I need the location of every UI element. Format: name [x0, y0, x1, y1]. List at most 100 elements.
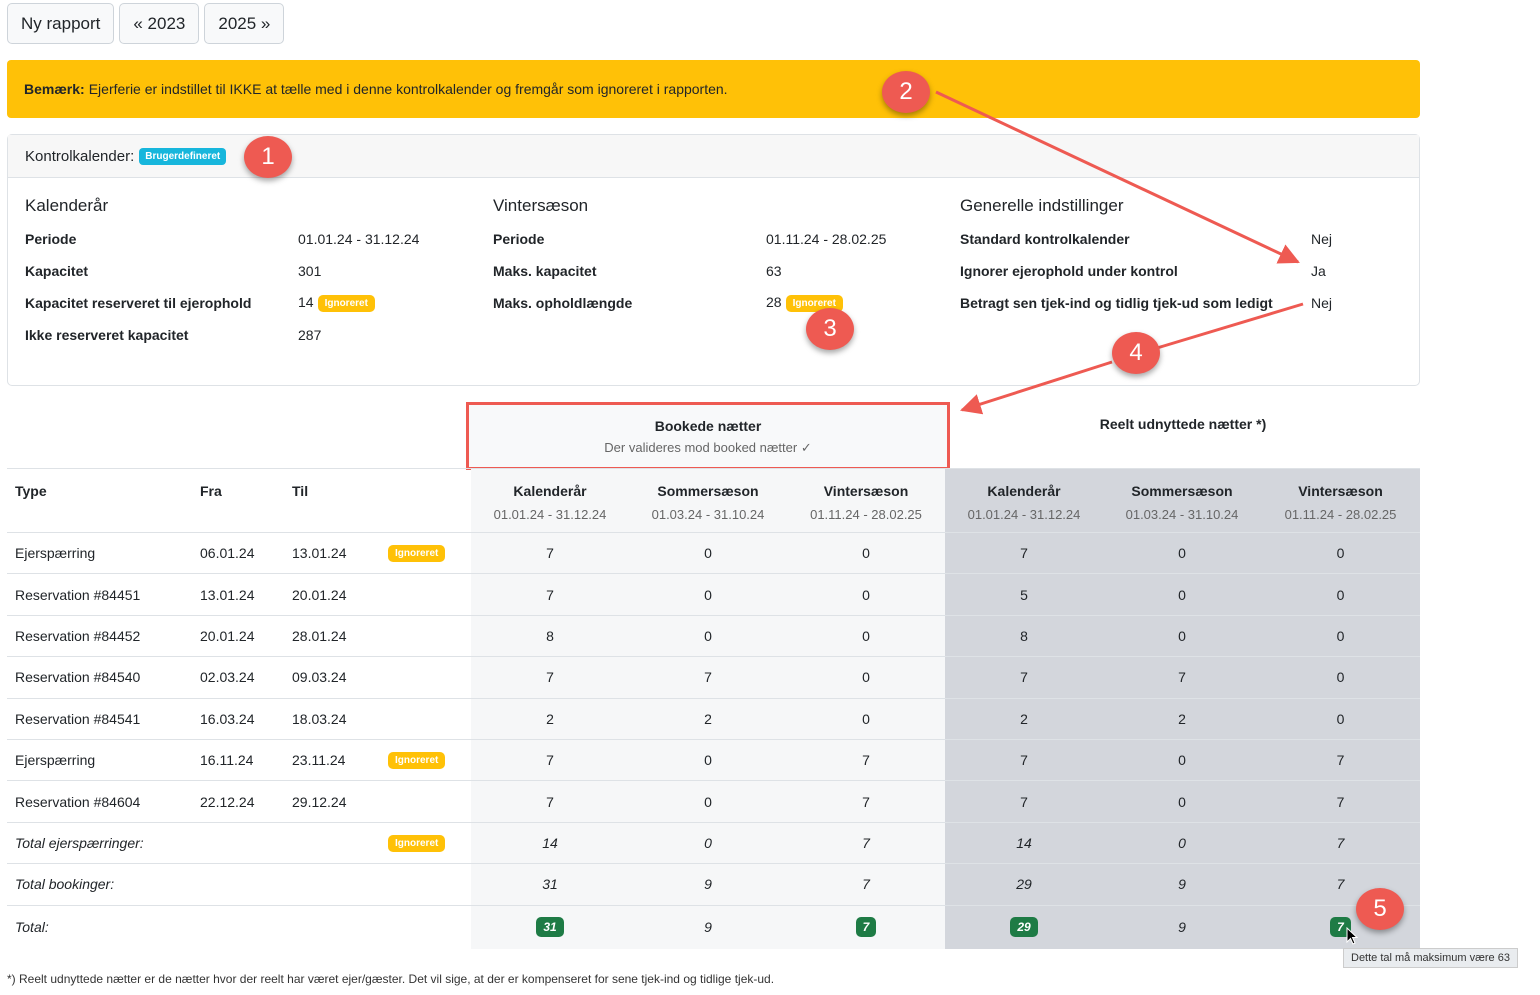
value-cell: 7: [787, 863, 945, 906]
grand-total-row: Total: 31 9 7 29 9 7: [7, 904, 1420, 950]
value-cell: 14: [945, 821, 1103, 864]
table-row: Ejerspærring 06.01.24 13.01.24 Ignoreret 7 0 0…: [7, 531, 1420, 574]
ignored-badge: Ignoreret: [785, 295, 843, 312]
prev-year-button[interactable]: « 2023: [119, 3, 200, 44]
value-cell: 7: [1261, 780, 1420, 823]
booked-nights-title: Bookede nætter: [654, 418, 762, 434]
next-year-button[interactable]: 2025 »: [204, 3, 285, 44]
kv-row: Kapacitet reserveret til ejerophold 14 Ign…: [25, 287, 465, 319]
badge-cell: [376, 656, 471, 699]
toolbar: Ny rapport « 2023 2025 »: [7, 3, 285, 44]
winter-section: Vintersæson Periode 01.11.24 - 28.02.25 M…: [493, 196, 933, 319]
value-cell: 0: [1103, 573, 1261, 616]
value-cell: 7: [945, 531, 1103, 574]
badge-cell: Ignoreret: [376, 821, 471, 864]
value-cell: 0: [1103, 780, 1261, 823]
col-booked-year: Kalenderår 01.01.24 - 31.12.24: [471, 468, 629, 533]
value-cell: 9: [629, 863, 787, 906]
total-label: Total ejerspærringer:: [7, 821, 376, 864]
winter-title: Vintersæson: [493, 196, 589, 215]
badge-cell: [376, 614, 471, 657]
col-booked-winter: Vintersæson 01.11.24 - 28.02.25: [787, 468, 945, 533]
value-cell: 0: [629, 531, 787, 574]
to-cell: 23.11.24: [284, 738, 376, 781]
callout-3: 3: [806, 308, 854, 350]
kv-row: Betragt sen tjek-ind og tidlig tjek-ud s…: [960, 295, 1333, 311]
value-cell: 31: [471, 863, 629, 906]
new-report-button[interactable]: Ny rapport: [7, 3, 115, 44]
to-cell: 20.01.24: [284, 573, 376, 616]
kv-row: Maks. opholdlængde 28 Ignoreret: [493, 287, 933, 319]
value-cell: 0: [1261, 573, 1420, 616]
value-cell: 7: [1103, 656, 1261, 699]
value-cell: 0: [787, 656, 945, 699]
table-row: Reservation #84451 13.01.24 20.01.24 7 0 0 5 0 0: [7, 573, 1420, 616]
booked-nights-header: Bookede nætter Der valideres mod booked …: [466, 402, 950, 470]
value-cell: 9: [629, 904, 787, 950]
value-cell: 2: [945, 697, 1103, 740]
value-cell: 0: [629, 614, 787, 657]
value-cell: 0: [1103, 738, 1261, 781]
kv-row: Ignorer ejerophold under kontrol Ja: [960, 263, 1326, 279]
kv-row: Periode 01.01.24 - 31.12.24: [25, 231, 420, 247]
value-cell: 7: [787, 738, 945, 781]
callout-4: 4: [1112, 332, 1160, 374]
value-cell: 29: [945, 904, 1103, 950]
value-cell: 7: [629, 656, 787, 699]
table-header-row: Type Fra Til Kalenderår 01.01.24 - 31.12.…: [7, 468, 1420, 533]
alert-text: Ejerferie er indstillet til IKKE at tæll…: [88, 81, 728, 97]
kv-row: Maks. kapacitet 63: [493, 263, 782, 279]
value-cell: 7: [787, 780, 945, 823]
value-cell: 7: [471, 531, 629, 574]
value-cell: 8: [945, 614, 1103, 657]
general-section: Generelle indstillinger Standard kontrol…: [960, 196, 1400, 319]
to-cell: 13.01.24: [284, 531, 376, 574]
value-cell: 7: [471, 573, 629, 616]
value-cell: 0: [1261, 614, 1420, 657]
value-cell: 7: [1261, 904, 1420, 950]
from-cell: 06.01.24: [192, 531, 284, 574]
calendar-year-section: Kalenderår Periode 01.01.24 - 31.12.24 Ka…: [25, 196, 465, 351]
mouse-cursor-icon: [1346, 927, 1358, 945]
from-cell: 02.03.24: [192, 656, 284, 699]
warning-alert: Bemærk: Ejerferie er indstillet til IKKE…: [7, 60, 1420, 118]
value-cell: 5: [945, 573, 1103, 616]
col-from: Fra: [192, 468, 284, 533]
value-cell: 7: [471, 780, 629, 823]
badge-cell: [376, 780, 471, 823]
from-cell: 16.11.24: [192, 738, 284, 781]
col-booked-summer: Sommersæson 01.03.24 - 31.10.24: [629, 468, 787, 533]
alert-strong: Bemærk:: [24, 81, 85, 97]
total-badge: 31: [536, 917, 564, 938]
kv-row: Ikke reserveret kapacitet 287: [25, 327, 322, 343]
value-cell: 7: [1261, 863, 1420, 906]
ignored-badge: Ignoreret: [388, 545, 446, 563]
total-label: Total bookinger:: [7, 863, 376, 906]
card-header: Kontrolkalender: Brugerdefineret: [8, 135, 1419, 178]
value-cell: 0: [787, 614, 945, 657]
total-row: Total ejerspærringer: Ignoreret 14 0 7 14 0 7: [7, 821, 1420, 864]
value-cell: 0: [787, 697, 945, 740]
control-calendar-card: Kontrolkalender: Brugerdefineret Kalende…: [7, 134, 1420, 386]
booked-nights-subtitle: Der valideres mod booked nætter ✓: [604, 440, 812, 455]
to-cell: 18.03.24: [284, 697, 376, 740]
badge-cell: Ignoreret: [376, 738, 471, 781]
value-cell: 9: [1103, 863, 1261, 906]
value-cell: 14: [471, 821, 629, 864]
value-cell: 0: [1103, 821, 1261, 864]
value-cell: 0: [1261, 697, 1420, 740]
value-cell: 2: [1103, 697, 1261, 740]
value-cell: 7: [1261, 738, 1420, 781]
value-cell: 2: [471, 697, 629, 740]
report-table: Type Fra Til Kalenderår 01.01.24 - 31.12.…: [7, 468, 1420, 950]
value-cell: 0: [629, 780, 787, 823]
kv-row: Standard kontrolkalender Nej: [960, 231, 1333, 247]
type-cell: Reservation #84604: [7, 780, 192, 823]
type-cell: Reservation #84541: [7, 697, 192, 740]
real-nights-header: Reelt udnyttede nætter *): [1099, 416, 1267, 432]
col-real-summer: Sommersæson 01.03.24 - 31.10.24: [1103, 468, 1261, 533]
callout-5: 5: [1356, 888, 1404, 930]
value-cell: 29: [945, 863, 1103, 906]
type-cell: Ejerspærring: [7, 738, 192, 781]
from-cell: 16.03.24: [192, 697, 284, 740]
